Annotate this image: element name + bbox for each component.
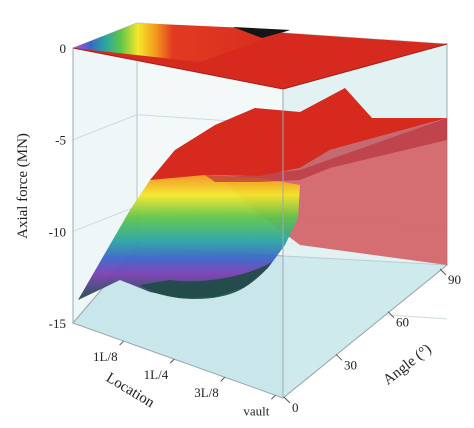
- z-tick-label: -15: [49, 316, 66, 331]
- z-tick-label: 0: [60, 41, 67, 56]
- angle-tick-label: 90: [448, 272, 461, 287]
- location-tick-label: 3L/8: [194, 385, 219, 400]
- location-tick-mark: [119, 340, 124, 346]
- location-tick-mark: [271, 394, 276, 400]
- angle-tick-label: 0: [292, 400, 299, 415]
- location-tick-label: 1L/8: [93, 349, 118, 364]
- surface-red-ridge-shade: [205, 118, 447, 182]
- angle-tick-mark: [283, 396, 291, 404]
- z-axis-ticks: 0 -5 -10 -15: [49, 41, 66, 331]
- z-tick-label: -10: [49, 224, 66, 239]
- location-tick-mark: [220, 376, 226, 382]
- angle-tick-label: 60: [396, 315, 409, 330]
- angle-axis-ticks: 0 30 60 90: [283, 268, 461, 415]
- location-tick-mark: [169, 358, 175, 364]
- surface-right-sheet: [220, 118, 447, 265]
- surface-top-sheet-rainbow: [73, 23, 290, 62]
- angle-tick-label: 30: [344, 357, 357, 372]
- z-axis-title: Axial force (MN): [15, 133, 31, 239]
- location-axis-ticks: 1L/8 1L/4 3L/8 vault: [93, 340, 276, 418]
- angle-tick-mark: [335, 353, 343, 361]
- surface-valley: [140, 262, 272, 300]
- z-tick-label: -5: [55, 133, 66, 148]
- surface-red-ridge: [150, 88, 447, 180]
- surface-front-face: [78, 150, 300, 300]
- location-tick-label: 1L/4: [144, 367, 169, 382]
- angle-tick-mark: [387, 311, 395, 319]
- location-tick-label: vault: [243, 403, 269, 418]
- angle-tick-mark: [439, 268, 447, 276]
- surface-top-dark-corner: [233, 27, 290, 38]
- angle-axis-title: Angle (°): [380, 341, 434, 388]
